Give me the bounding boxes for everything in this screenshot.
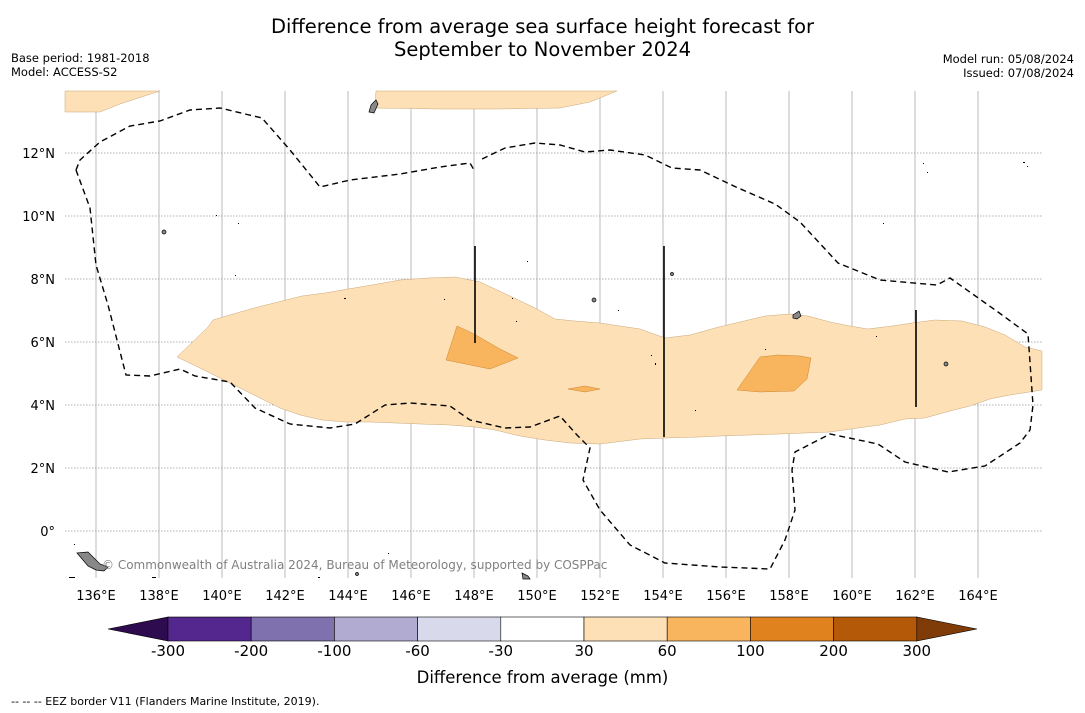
colorbar-tick-label: -300 [150,642,186,660]
colorbar-tick-label: -30 [488,642,514,660]
colorbar-title: Difference from average (mm) [416,668,669,687]
colorbar-segment [583,616,668,642]
colorbar-segment [666,616,751,642]
island-dot-1 [161,229,167,235]
colorbar-segment [167,616,252,642]
lat-tick-label: 0° [40,525,55,540]
lon-tick-label: 156°E [706,589,746,604]
lat-tick-label: 8°N [31,273,56,288]
eez-border-palau-south [75,142,1034,570]
meta-left: Base period: 1981-2018 Model: ACCESS-S2 [11,51,150,79]
boundary-lines [474,246,917,437]
eez-borders [75,107,1034,570]
eez-border-palau-fsm-west [75,107,475,188]
colorbar-tick-label: 30 [574,642,594,660]
model-run: Model run: 05/08/2024 [942,52,1074,66]
meta-right: Model run: 05/08/2024 Issued: 07/08/2024 [943,52,1074,80]
anomaly-region-60-100-b [567,385,601,393]
colorbar-segment [250,616,335,642]
island-chuuk [792,310,802,320]
colorbar [107,616,978,642]
lat-tick-label: 6°N [31,336,56,351]
colorbar-tick-label: -200 [234,642,269,660]
lon-tick-label: 148°E [454,589,494,604]
island-dot-4 [943,361,949,367]
colorbar-segment [334,616,418,642]
lon-tick-label: 150°E [517,589,557,604]
issued-date: Issued: 07/08/2024 [963,66,1074,80]
colorbar-segment [417,616,502,642]
footnote: -- -- -- EEZ border V11 (Flanders Marine… [11,695,320,708]
island-dot-5 [355,572,359,576]
base-period: Base period: 1981-2018 [11,51,150,65]
map-credit: © Commonwealth of Australia 2024, Bureau… [102,558,608,572]
anomaly-region-north [374,90,618,110]
lat-tick-label: 4°N [31,399,56,414]
chart-title-line2: September to November 2024 [393,38,692,61]
island-new-guinea-coast [76,551,109,572]
colorbar-extend-low [107,616,169,642]
colorbar-tick-label: 60 [657,642,677,660]
islet-specks [69,162,1028,578]
lon-tick-label: 142°E [265,589,305,604]
chart-title-line1: Difference from average sea surface heig… [270,15,815,38]
island-guam [368,99,379,114]
anomaly-region-30-60 [176,276,1043,445]
lon-tick-label: 152°E [580,589,620,604]
colorbar-tick-label: 300 [902,642,932,660]
colorbar-tick-label: 200 [819,642,848,660]
colorbar-tick-label: -100 [317,642,352,660]
lat-tick-label: 12°N [22,147,55,162]
colorbar-segment [833,616,918,642]
model-name: Model: ACCESS-S2 [11,65,118,79]
anomaly-region-northwest [64,90,161,113]
lon-tick-label: 164°E [958,589,998,604]
island-dot-2 [591,297,597,303]
colorbar-tick-label: 100 [736,642,765,660]
lon-tick-label: 160°E [832,589,872,604]
island-dot-3 [670,272,674,276]
island-manus [521,572,531,580]
lon-tick-label: 138°E [139,589,179,604]
lon-tick-label: 162°E [895,589,935,604]
lon-tick-label: 158°E [769,589,809,604]
anomaly-region-60-100-a [445,325,519,370]
lat-tick-label: 10°N [22,210,55,225]
lon-tick-label: 140°E [202,589,242,604]
islands [76,99,949,580]
lat-tick-label: 2°N [31,462,56,477]
colorbar-tick-label: -60 [405,642,430,660]
colorbar-segment [750,616,834,642]
colorbar-extend-high [916,616,978,642]
lon-tick-label: 136°E [76,589,116,604]
lon-tick-label: 144°E [328,589,368,604]
lon-tick-label: 146°E [391,589,431,604]
lon-tick-label: 154°E [643,589,683,604]
anomaly-region-60-100-c [736,354,812,393]
colorbar-segment [500,616,585,642]
